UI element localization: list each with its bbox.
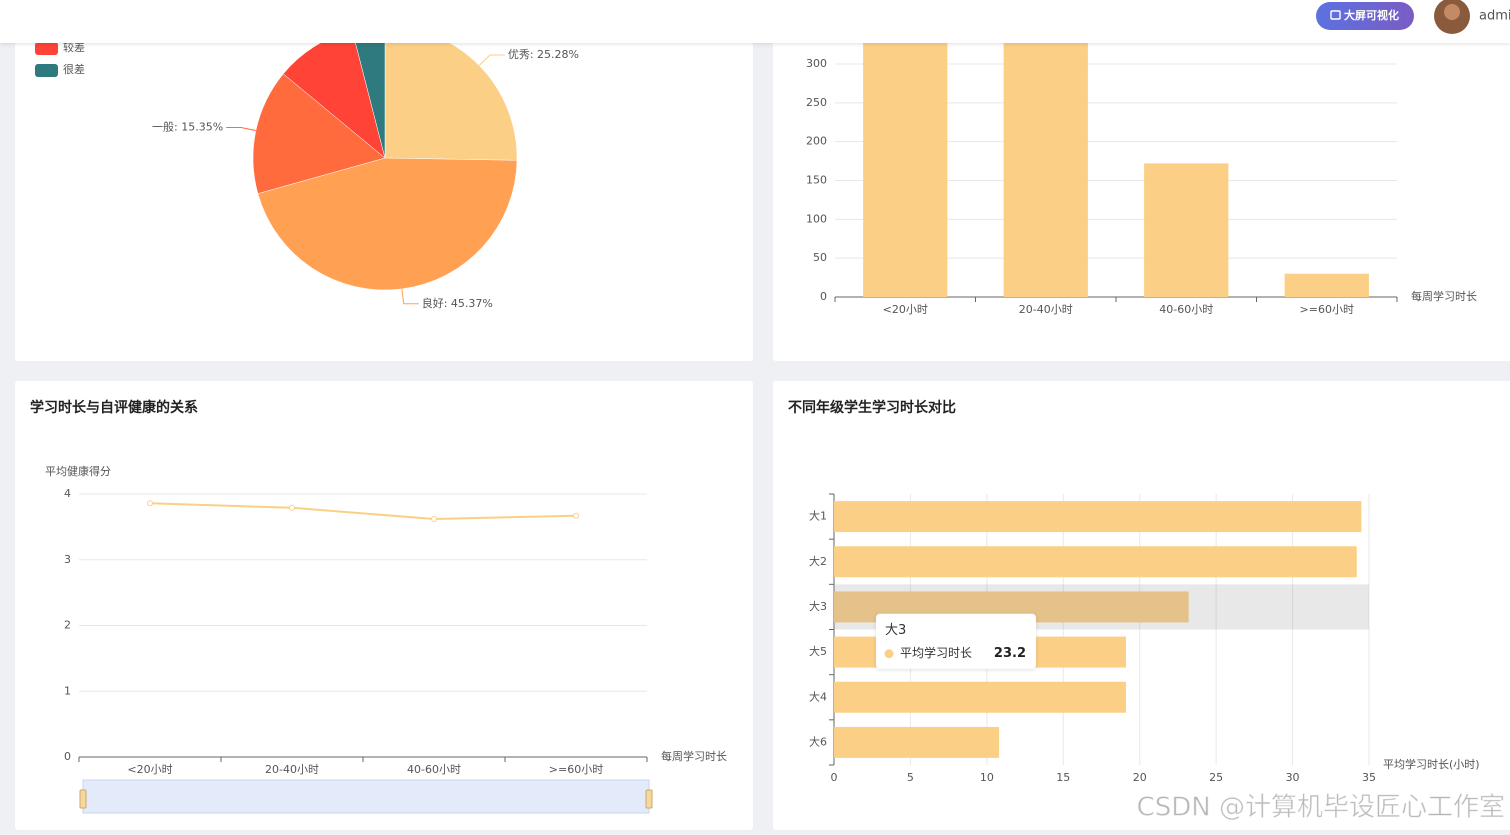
x-tick-label: 40-60小时 xyxy=(407,763,461,776)
y-tick-label: 大1 xyxy=(809,509,827,523)
big-screen-button[interactable] xyxy=(1316,2,1414,30)
x-tick-label: <20小时 xyxy=(883,303,928,316)
x-axis-name: 平均学习时长(小时) xyxy=(1383,757,1480,771)
chart-title: 不同年级学生学习时长对比 xyxy=(788,399,956,416)
bar xyxy=(1003,0,1088,297)
x-tick-label: <20小时 xyxy=(127,763,172,776)
label-line xyxy=(226,127,256,132)
y-tick-label: 4 xyxy=(64,487,71,500)
y-tick-label: 3 xyxy=(64,553,71,566)
y-tick-label: 大6 xyxy=(809,734,827,748)
x-tick-label: 40-60小时 xyxy=(1159,303,1213,316)
line xyxy=(149,502,577,520)
x-tick-label: 35 xyxy=(1362,771,1376,784)
y-tick-label: 大2 xyxy=(809,554,827,568)
bar xyxy=(834,501,1362,533)
x-tick-label: 20-40小时 xyxy=(265,763,319,776)
x-tick-label: 10 xyxy=(980,771,994,784)
y-tick-label: 100 xyxy=(806,212,827,225)
y-tick-label: 150 xyxy=(806,174,827,187)
header xyxy=(0,0,1510,43)
line-point xyxy=(431,515,437,522)
x-tick-label: 15 xyxy=(1056,771,1070,784)
legend-swatch xyxy=(35,42,58,55)
y-tick-label: 大4 xyxy=(809,689,827,703)
tooltip-series: 平均学习时长 xyxy=(900,645,972,660)
zoom-handle[interactable] xyxy=(645,789,653,809)
x-axis-name: 每周学习时长 xyxy=(661,749,727,763)
y-tick-label: 0 xyxy=(64,750,71,763)
x-tick-label: 25 xyxy=(1209,771,1223,784)
slice-label: 优秀: 25.28% xyxy=(508,48,579,61)
y-tick-label: 250 xyxy=(806,96,827,109)
label-line xyxy=(478,54,505,66)
y-tick-label: 大3 xyxy=(809,599,827,613)
zoom-handle[interactable] xyxy=(79,789,87,809)
x-tick-label: 0 xyxy=(831,771,838,784)
slice-label: 良好: 45.37% xyxy=(422,296,493,310)
tooltip xyxy=(876,613,1036,669)
button-label[interactable]: 大屏可视化 xyxy=(1344,8,1399,22)
line-point xyxy=(289,504,295,511)
chart-title: 学习时长与自评健康的关系 xyxy=(30,399,198,416)
x-tick-label: 5 xyxy=(907,771,914,784)
line-point xyxy=(573,512,579,519)
bar xyxy=(834,546,1357,578)
y-tick-label: 1 xyxy=(64,684,71,697)
tooltip-dot xyxy=(884,649,894,659)
y-tick-label: 大5 xyxy=(809,644,827,658)
bar xyxy=(834,681,1126,713)
x-axis-name: 每周学习时长 xyxy=(1411,289,1477,303)
y-axis-name: 平均健康得分 xyxy=(45,464,111,478)
x-tick-label: >=60小时 xyxy=(549,763,603,776)
avatar-face xyxy=(1444,4,1460,20)
legend-swatch xyxy=(35,64,58,77)
legend-label: 很差 xyxy=(63,62,85,76)
slice-label: 一般: 15.35% xyxy=(152,121,223,134)
x-tick-label: 20-40小时 xyxy=(1019,303,1073,316)
x-tick-label: 20 xyxy=(1133,771,1147,784)
tooltip-value: 23.2 xyxy=(994,646,1026,661)
y-tick-label: 200 xyxy=(806,135,827,148)
bar xyxy=(863,0,948,297)
watermark: CSDN @计算机毕设匠心工作室 xyxy=(1137,793,1505,823)
user-name[interactable]: admi xyxy=(1479,9,1510,24)
bar xyxy=(1144,163,1229,297)
label-line xyxy=(401,288,419,305)
card xyxy=(15,381,753,830)
data-zoom[interactable] xyxy=(82,779,650,814)
y-tick-label: 300 xyxy=(806,57,827,70)
legend-label: 较差 xyxy=(63,40,85,54)
x-tick-label: 30 xyxy=(1286,771,1300,784)
line-point xyxy=(147,500,153,507)
tooltip-title: 大3 xyxy=(885,623,906,638)
bar xyxy=(1284,273,1369,297)
y-tick-label: 50 xyxy=(813,251,827,264)
button-icon xyxy=(1330,10,1341,20)
bar xyxy=(834,726,1000,758)
x-tick-label: >=60小时 xyxy=(1300,303,1354,316)
y-tick-label: 0 xyxy=(820,290,827,303)
y-tick-label: 2 xyxy=(64,619,71,632)
